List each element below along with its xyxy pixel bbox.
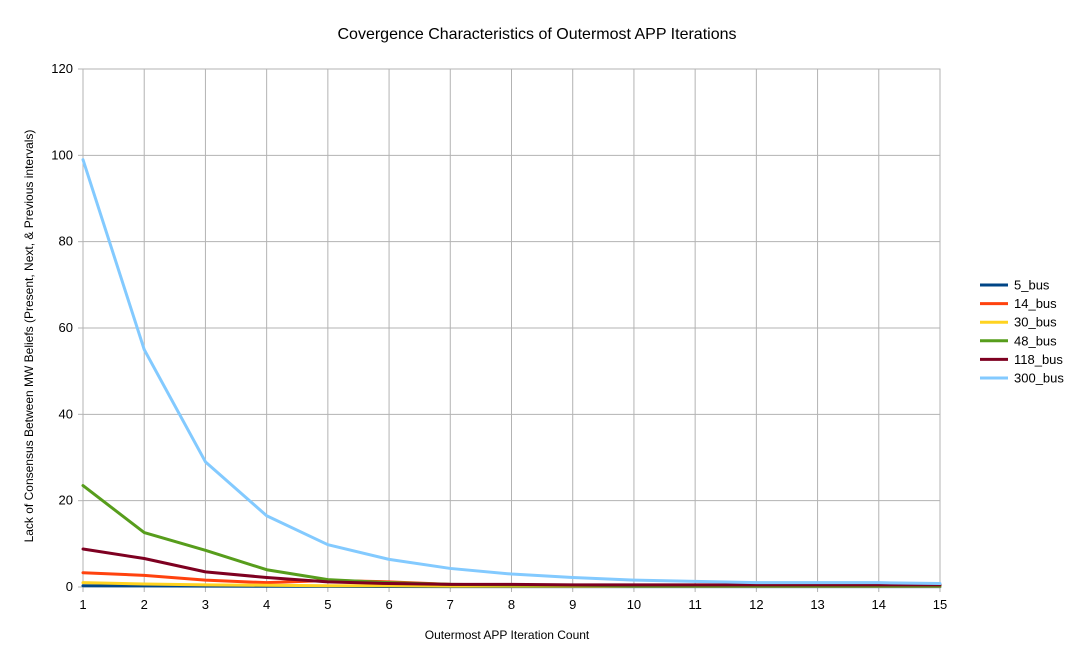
chart-title: Covergence Characteristics of Outermost … (338, 26, 737, 43)
legend: 5_bus 14_bus 30_bus 48_bus 118_bus 300_bus (980, 278, 1064, 386)
legend-label: 5_bus (1014, 278, 1050, 293)
y-tick-labels: 0 20 40 60 80 100 120 (51, 61, 73, 594)
series-line-300-bus (81, 158, 942, 586)
x-tick-label: 8 (508, 597, 515, 612)
y-tick-label: 0 (66, 579, 73, 594)
x-tick-label: 13 (810, 597, 824, 612)
legend-label: 30_bus (1014, 315, 1057, 330)
x-tick-label: 4 (263, 597, 270, 612)
y-tick-label: 40 (59, 406, 73, 421)
x-tick-label: 14 (872, 597, 886, 612)
series-line-118-bus (81, 547, 942, 587)
x-tick-label: 2 (141, 597, 148, 612)
y-tick-label: 120 (51, 61, 73, 76)
legend-label: 14_bus (1014, 296, 1057, 311)
legend-label: 118_bus (1014, 352, 1063, 367)
x-tick-label: 6 (385, 597, 392, 612)
x-axis-label: Outermost APP Iteration Count (425, 628, 590, 642)
x-tick-label: 11 (688, 597, 702, 612)
x-tick-label: 7 (447, 597, 454, 612)
y-axis-label: Lack of Consensus Between MW Beliefs (Pr… (22, 130, 36, 543)
x-tick-label: 10 (627, 597, 641, 612)
x-tick-label: 15 (933, 597, 947, 612)
legend-label: 48_bus (1014, 333, 1057, 348)
x-tick-labels: 1 2 3 4 5 6 7 8 9 10 11 12 13 14 15 (79, 597, 947, 612)
series-lines (81, 158, 942, 589)
y-tick-label: 20 (59, 493, 73, 508)
x-tick-label: 5 (324, 597, 331, 612)
y-tick-label: 100 (51, 147, 73, 162)
x-tick-label: 1 (79, 597, 86, 612)
x-tick-label: 12 (749, 597, 763, 612)
y-tick-label: 60 (59, 320, 73, 335)
grid (78, 68, 941, 592)
x-tick-label: 9 (569, 597, 576, 612)
x-tick-label: 3 (202, 597, 209, 612)
legend-label: 300_bus (1014, 371, 1064, 386)
y-tick-label: 80 (59, 234, 73, 249)
